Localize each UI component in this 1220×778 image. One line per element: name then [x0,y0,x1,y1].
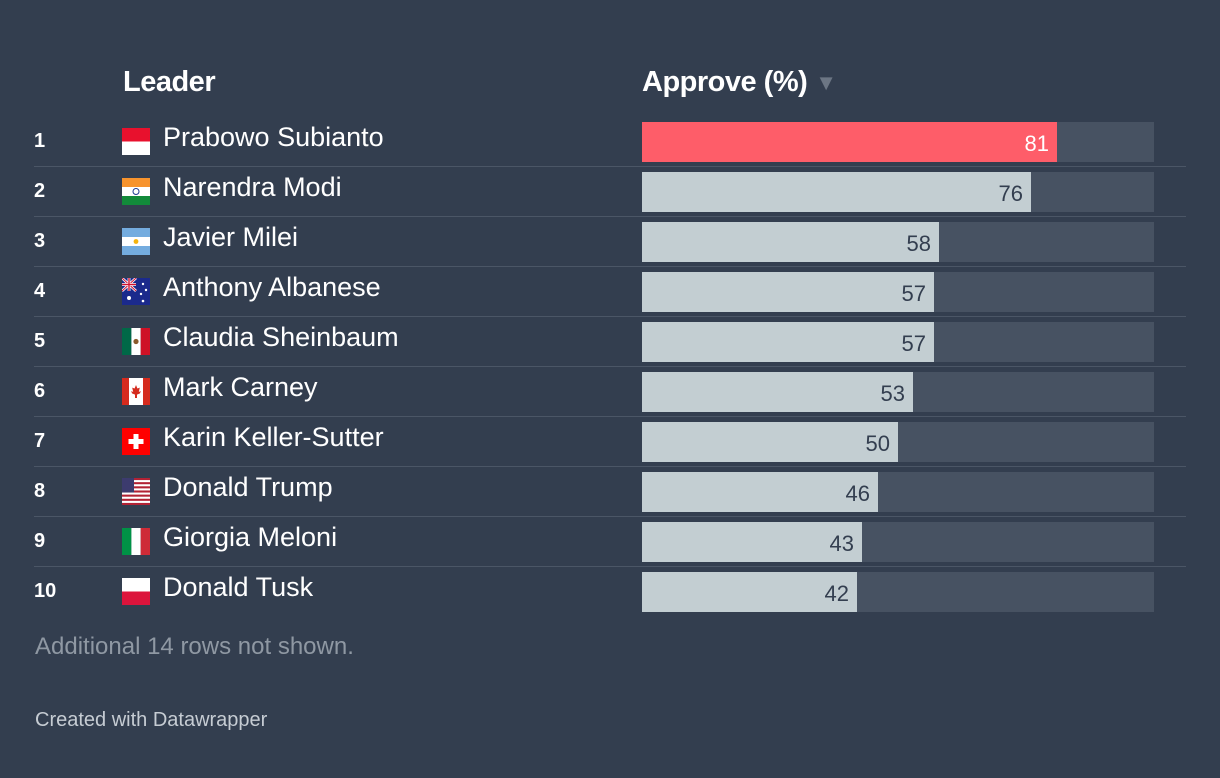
approval-bar [642,122,1057,162]
rank-label: 8 [34,480,46,502]
approval-value-label: 43 [829,531,854,556]
bar-track: 50 [642,422,1154,462]
bar-track: 57 [642,272,1154,312]
rank-label: 3 [34,230,46,252]
rank-label: 4 [34,280,46,302]
rank-label: 1 [34,130,46,152]
leader-name: Javier Milei [163,222,299,252]
approval-bar [642,472,878,512]
rows-hidden-note: Additional 14 rows not shown. [35,633,354,660]
approval-value-label: 58 [906,231,931,256]
approval-bar [642,522,862,562]
canada-flag-icon [122,378,150,405]
bar-track: 76 [642,172,1154,212]
approval-value-label: 57 [901,281,926,306]
datawrapper-credit-link[interactable]: Created with Datawrapper [35,709,268,731]
row-divider [34,416,1186,417]
approval-value-label: 46 [845,481,870,506]
table-row: 5 Claudia Sheinbaum 57 [0,316,1220,367]
approval-value-label: 50 [865,431,890,456]
poland-flag-icon [122,578,150,605]
leader-name: Claudia Sheinbaum [163,322,399,352]
column-header-approve-label: Approve (%) [642,66,808,98]
row-divider [34,466,1186,467]
leader-name: Anthony Albanese [163,272,381,302]
argentina-flag-icon [122,228,150,255]
leader-name: Mark Carney [163,372,318,402]
approval-bar [642,572,857,612]
table-row: 6 Mark Carney 53 [0,366,1220,417]
mexico-flag-icon [122,328,150,355]
approval-bar [642,322,934,362]
table-row: 10 Donald Tusk 42 [0,566,1220,616]
bar-track: 53 [642,372,1154,412]
italy-flag-icon [122,528,150,555]
australia-flag-icon [122,278,150,305]
table-row: 7 Karin Keller-Sutter 50 [0,416,1220,467]
row-divider [34,166,1186,167]
leader-name: Giorgia Meloni [163,522,338,552]
rank-label: 9 [34,530,46,552]
bar-track: 81 [642,122,1154,162]
rank-label: 2 [34,180,46,202]
bar-track: 57 [642,322,1154,362]
bar-track: 43 [642,522,1154,562]
table-row: 8 Donald Trump 46 [0,466,1220,517]
india-flag-icon [122,178,150,205]
column-header-approve[interactable]: Approve (%) ▼ [642,66,837,99]
approval-value-label: 53 [880,381,905,406]
approval-bar [642,172,1031,212]
table-row: 9 Giorgia Meloni 43 [0,516,1220,567]
rank-label: 10 [34,580,57,602]
bar-track: 42 [642,572,1154,612]
rank-label: 6 [34,380,46,402]
row-divider [34,266,1186,267]
approval-value-label: 42 [824,581,849,606]
table-row: 2 Narendra Modi 76 [0,166,1220,217]
row-divider [34,316,1186,317]
indonesia-flag-icon [122,128,150,155]
usa-flag-icon [122,478,150,505]
leader-name: Narendra Modi [163,172,342,202]
table-row: 4 Anthony Albanese 57 [0,266,1220,317]
sort-descending-icon[interactable]: ▼ [815,70,837,95]
approval-bar [642,222,939,262]
column-header-leader[interactable]: Leader [123,66,216,98]
leader-name: Donald Tusk [163,572,314,602]
approval-bar [642,422,898,462]
rank-label: 5 [34,330,46,352]
rank-label: 7 [34,430,46,452]
row-divider [34,516,1186,517]
leader-name: Donald Trump [163,472,333,502]
switzerland-flag-icon [122,428,150,455]
table-row: 3 Javier Milei 58 [0,216,1220,267]
row-divider [34,216,1186,217]
table-row: 1 Prabowo Subianto 81 [0,116,1220,167]
bar-track: 46 [642,472,1154,512]
bar-track: 58 [642,222,1154,262]
approval-bar [642,372,913,412]
approval-value-label: 76 [998,181,1023,206]
table-header: Leader Approve (%) ▼ [0,62,1220,106]
approval-value-label: 81 [1024,131,1049,156]
approval-bar [642,272,934,312]
approval-value-label: 57 [901,331,926,356]
row-divider [34,566,1186,567]
leader-name: Prabowo Subianto [163,122,384,152]
row-divider [34,366,1186,367]
leader-name: Karin Keller-Sutter [163,422,384,452]
